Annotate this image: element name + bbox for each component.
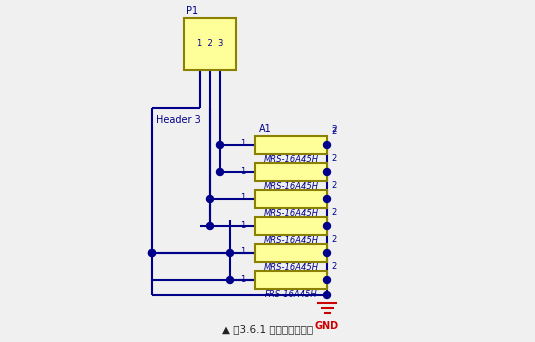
Circle shape <box>324 276 331 284</box>
Bar <box>184 18 236 70</box>
Circle shape <box>226 276 233 284</box>
Text: 2: 2 <box>331 125 337 134</box>
Text: 1: 1 <box>240 167 246 175</box>
Bar <box>255 217 327 235</box>
Circle shape <box>324 196 331 202</box>
Text: 2: 2 <box>331 262 337 271</box>
Text: 2: 2 <box>331 235 337 244</box>
Bar <box>255 136 327 154</box>
Bar <box>255 163 327 181</box>
Text: MRS-16A45H: MRS-16A45H <box>264 155 318 164</box>
Text: 1: 1 <box>240 248 246 256</box>
Text: FRS-16A45H: FRS-16A45H <box>265 290 317 299</box>
Circle shape <box>324 250 331 256</box>
Text: MRS-16A45H: MRS-16A45H <box>264 209 318 218</box>
Text: 1: 1 <box>240 275 246 284</box>
Circle shape <box>217 142 224 148</box>
Text: P1: P1 <box>186 6 198 16</box>
Circle shape <box>324 223 331 229</box>
Text: 2: 2 <box>331 154 337 163</box>
Circle shape <box>207 196 213 202</box>
Bar <box>255 244 327 262</box>
Circle shape <box>324 291 331 299</box>
Text: MRS-16A45H: MRS-16A45H <box>264 182 318 191</box>
Circle shape <box>324 169 331 175</box>
Text: 2: 2 <box>331 181 337 190</box>
Text: A1: A1 <box>259 124 272 134</box>
Text: GND: GND <box>315 321 339 331</box>
Text: ▲ 图3.6.1 干簧管检测电路: ▲ 图3.6.1 干簧管检测电路 <box>222 324 313 334</box>
Text: MRS-16A45H: MRS-16A45H <box>264 236 318 245</box>
Text: 1: 1 <box>240 140 246 148</box>
Circle shape <box>324 142 331 148</box>
Text: Header 3: Header 3 <box>156 115 201 125</box>
Text: 2: 2 <box>331 208 337 217</box>
Bar <box>255 190 327 208</box>
Text: MRS-16A45H: MRS-16A45H <box>264 263 318 272</box>
Bar <box>255 271 327 289</box>
Circle shape <box>149 250 156 256</box>
Circle shape <box>207 223 213 229</box>
Circle shape <box>149 250 156 256</box>
Circle shape <box>226 250 233 256</box>
Text: 1: 1 <box>240 194 246 202</box>
Text: 2: 2 <box>331 127 337 136</box>
Text: 1: 1 <box>240 221 246 229</box>
Circle shape <box>217 169 224 175</box>
Text: 1  2  3: 1 2 3 <box>197 39 223 49</box>
